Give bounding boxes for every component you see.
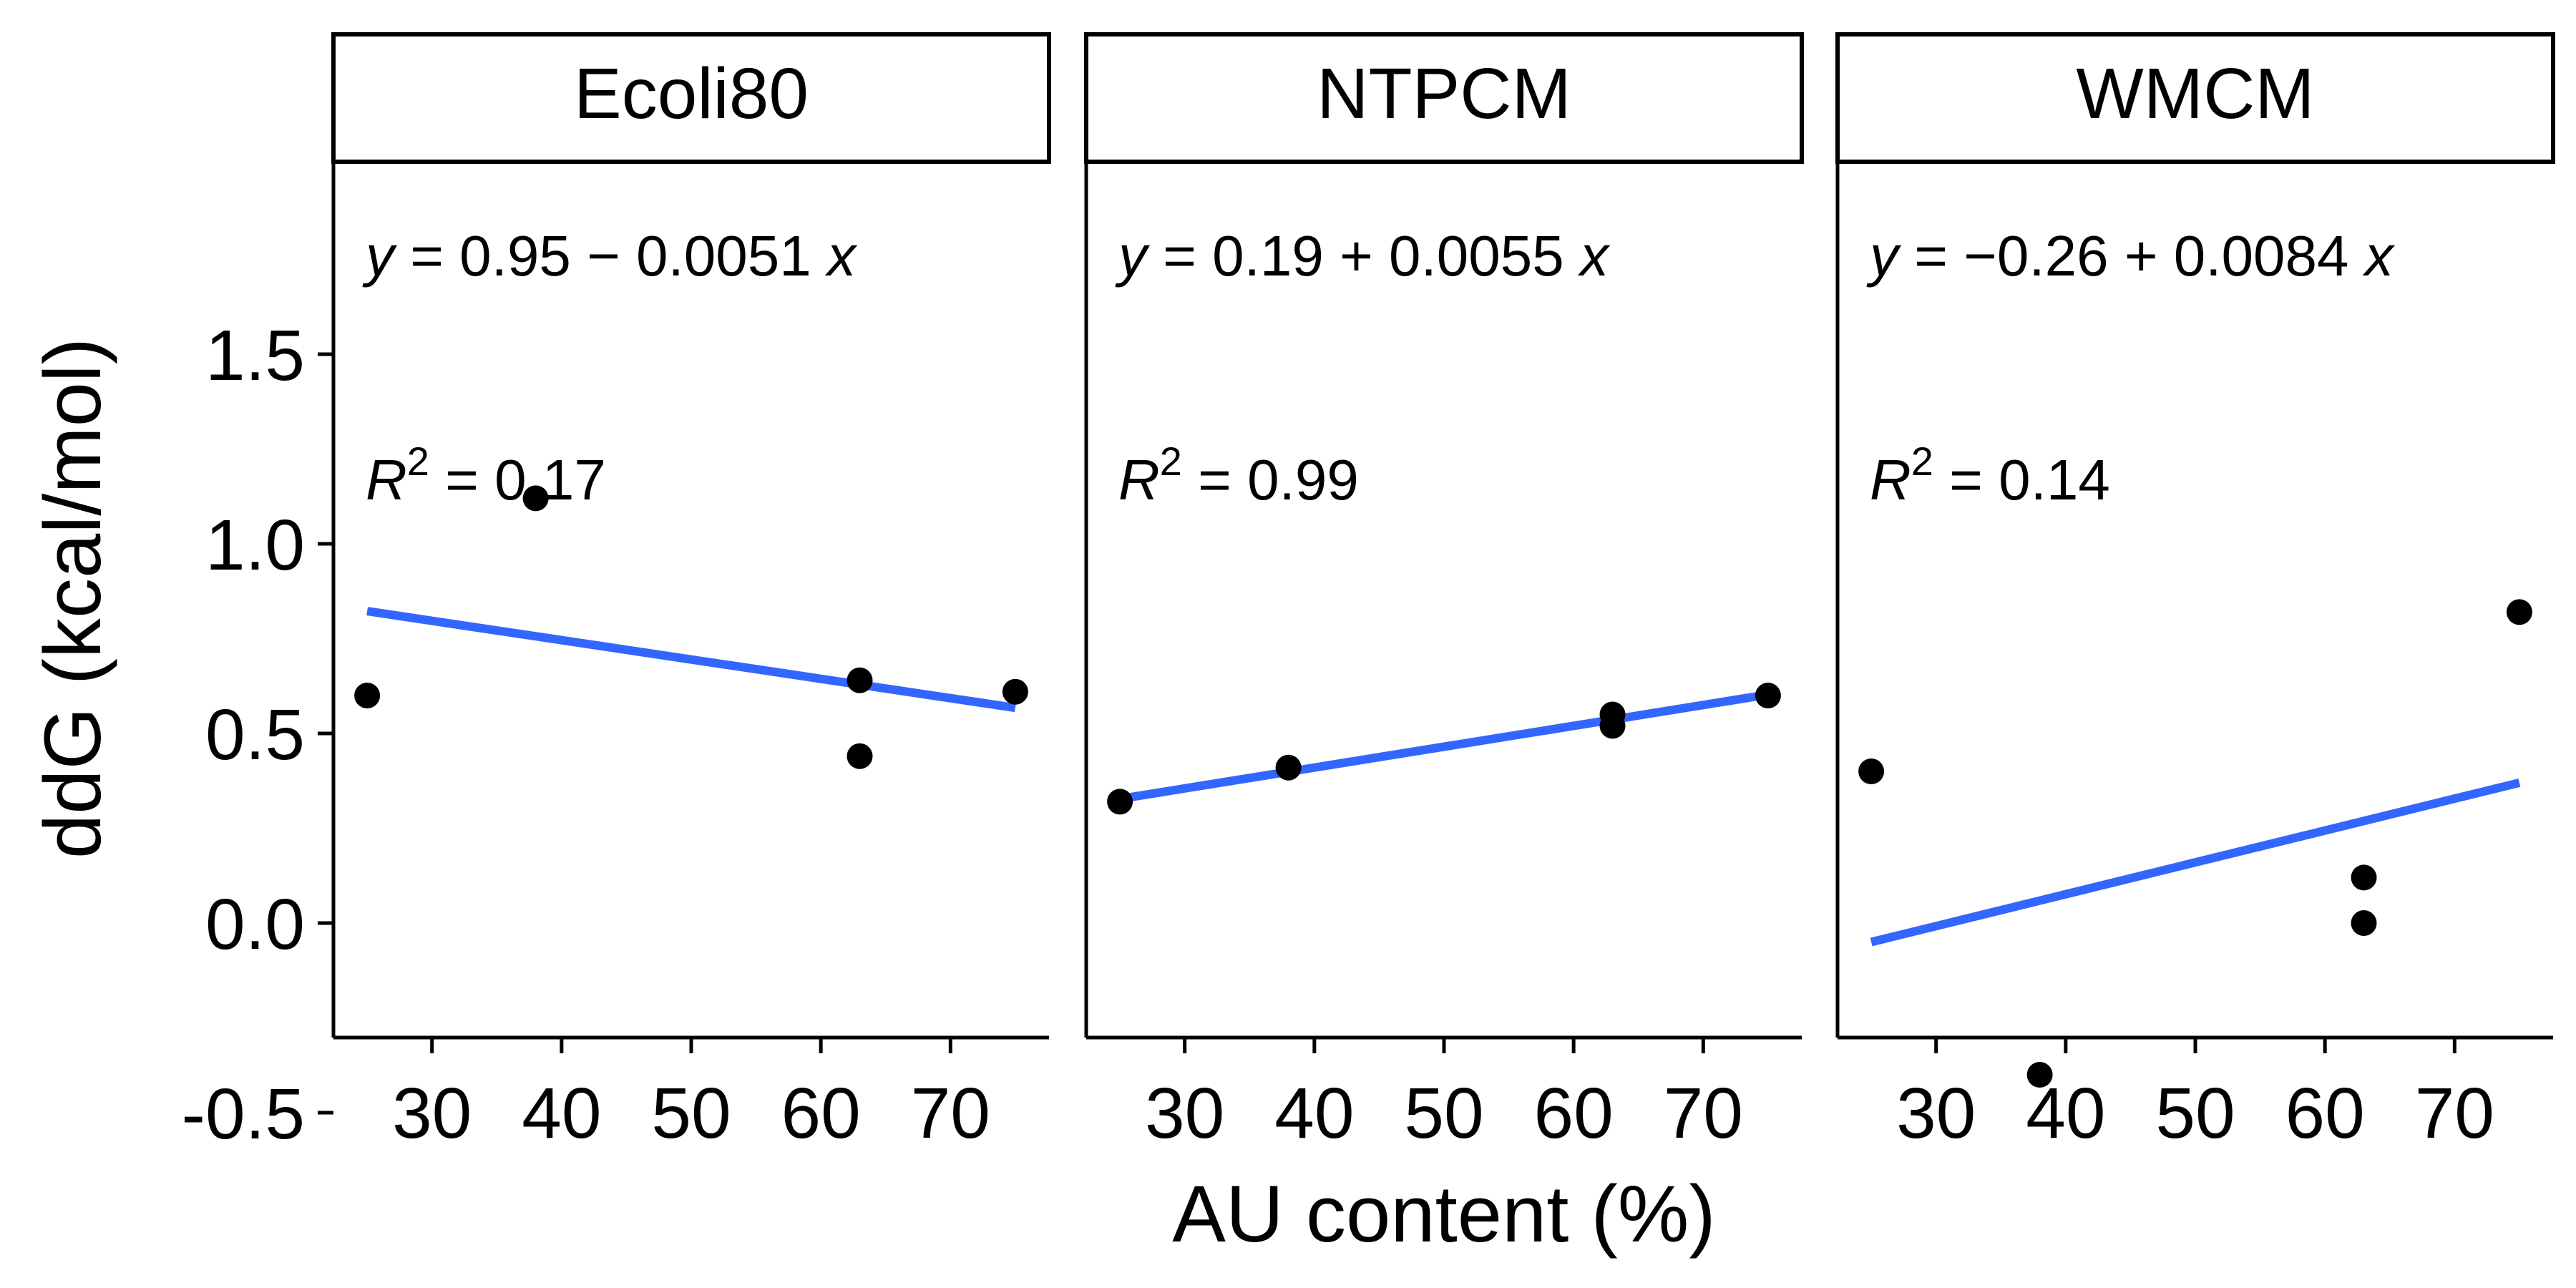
x-tick-label: 70 <box>911 1073 990 1153</box>
regression-equation: y = −0.26 + 0.0084 x <box>1866 224 2396 288</box>
x-tick-label: 50 <box>1404 1073 1483 1153</box>
data-point <box>1107 789 1133 815</box>
data-point <box>1002 678 1028 705</box>
panel-ecoli80: Ecoli80 30 40 50 60 70 -0.5 0.0 0.5 1.0 1.5 y = 0.9… <box>182 32 1051 1154</box>
strip-label: NTPCM <box>1317 54 1571 134</box>
x-tick-label: 30 <box>392 1073 472 1153</box>
x-axis-title: AU content (%) <box>1172 1169 1715 1259</box>
x-tick-label: 30 <box>1145 1073 1224 1153</box>
data-point <box>522 485 549 512</box>
data-point <box>2351 910 2377 936</box>
y-tick-label: 0.0 <box>205 884 305 965</box>
x-tick-label: 40 <box>1274 1073 1354 1153</box>
x-tick-label: 30 <box>1896 1073 1976 1153</box>
x-tick-label: 60 <box>1534 1073 1614 1153</box>
panels: Ecoli80 30 40 50 60 70 -0.5 0.0 0.5 1.0 1.5 y = 0.9… <box>182 32 2555 1154</box>
strip-label: Ecoli80 <box>574 54 809 134</box>
strip-label: WMCM <box>2076 54 2314 134</box>
data-point <box>1755 683 1781 708</box>
data-point <box>2351 864 2377 891</box>
strip-box <box>1084 32 1804 164</box>
y-axis-title: ddG (kcal/mol) <box>28 338 117 859</box>
r-squared-label: R2 = 0.99 <box>1118 439 1359 512</box>
strip-box <box>331 32 1051 164</box>
data-point <box>2026 1062 2053 1088</box>
regression-line <box>1119 690 1769 804</box>
regression-equation: y = 0.19 + 0.0055 x <box>1115 224 1611 288</box>
data-point <box>847 743 873 769</box>
x-tick-label: 60 <box>2285 1073 2365 1153</box>
x-tick-label: 70 <box>2415 1073 2494 1153</box>
regression-line <box>366 607 1016 713</box>
panel-ntpcm: NTPCM 30 40 50 60 70 y = 0.19 + 0.0055 x R2 = 0… <box>1084 32 1804 1153</box>
r-squared-label: R2 = 0.17 <box>366 439 606 512</box>
data-point <box>2506 599 2532 625</box>
data-point <box>1275 754 1302 781</box>
y-tick-label: 0.5 <box>205 695 305 775</box>
strip-box <box>1835 32 2555 164</box>
y-tick-label: 1.0 <box>205 505 305 585</box>
data-point <box>847 667 873 693</box>
x-tick-label: 40 <box>522 1073 601 1153</box>
y-tick-label: -0.5 <box>182 1074 305 1154</box>
x-tick-label: 70 <box>1664 1073 1743 1153</box>
r-squared-label: R2 = 0.14 <box>1870 439 2110 512</box>
x-tick-label: 50 <box>2155 1073 2235 1153</box>
data-point <box>354 683 381 708</box>
y-tick-label: 1.5 <box>205 316 305 396</box>
regression-line <box>1870 779 2521 947</box>
x-tick-label: 50 <box>651 1073 731 1153</box>
x-tick-label: 60 <box>781 1073 861 1153</box>
regression-equation: y = 0.95 − 0.0051 x <box>362 224 858 288</box>
data-point <box>1599 713 1626 739</box>
data-point <box>1858 758 1885 784</box>
